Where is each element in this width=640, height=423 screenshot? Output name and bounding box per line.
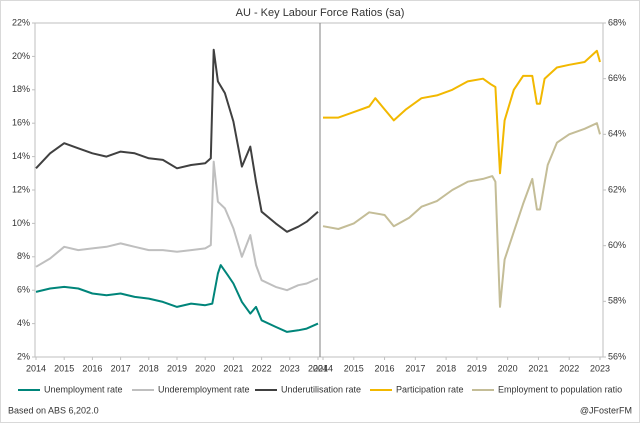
- x-tick-label: 2019: [167, 363, 187, 373]
- series-line: [35, 48, 319, 233]
- y-tick-label: 22%: [12, 17, 30, 27]
- chart-title: AU - Key Labour Force Ratios (sa): [236, 7, 405, 19]
- source: Based on ABS 6,202.0: [8, 405, 99, 415]
- legend-label: Participation rate: [396, 384, 464, 394]
- x-tick-label: 2024: [308, 363, 328, 373]
- y-tick-label: 66%: [608, 73, 626, 83]
- y-tick-label: 20%: [12, 51, 30, 61]
- x-tick-label: 2015: [54, 363, 74, 373]
- series-line: [323, 49, 601, 175]
- y-tick-label: 18%: [12, 84, 30, 94]
- y-tick-label: 62%: [608, 184, 626, 194]
- x-tick-label: 2018: [139, 363, 159, 373]
- y-tick-label: 6%: [17, 285, 30, 295]
- x-tick-label: 2021: [528, 363, 548, 373]
- y-tick-label: 56%: [608, 351, 626, 361]
- series-line: [322, 122, 601, 308]
- x-tick-label: 2023: [590, 363, 610, 373]
- x-tick-label: 2018: [436, 363, 456, 373]
- y-tick-label: 58%: [608, 296, 626, 306]
- x-tick-label: 2023: [280, 363, 300, 373]
- series-line: [35, 264, 319, 333]
- x-tick-label: 2021: [223, 363, 243, 373]
- x-tick-label: 2016: [375, 363, 395, 373]
- y-tick-label: 12%: [12, 184, 30, 194]
- y-tick-label: 10%: [12, 218, 30, 228]
- x-tick-label: 2017: [111, 363, 131, 373]
- x-tick-label: 2014: [26, 363, 46, 373]
- y-tick-label: 68%: [608, 17, 626, 27]
- y-tick-label: 4%: [17, 318, 30, 328]
- x-tick-label: 2016: [82, 363, 102, 373]
- x-tick-label: 2022: [252, 363, 272, 373]
- y-tick-label: 14%: [12, 151, 30, 161]
- y-tick-label: 8%: [17, 251, 30, 261]
- x-tick-label: 2015: [344, 363, 364, 373]
- x-tick-label: 2014: [313, 363, 333, 373]
- legend-label: Unemployment rate: [44, 384, 123, 394]
- legend-label: Underutilisation rate: [281, 384, 361, 394]
- x-tick-label: 2017: [405, 363, 425, 373]
- series-line: [35, 160, 319, 292]
- x-tick-label: 2020: [498, 363, 518, 373]
- y-tick-label: 16%: [12, 118, 30, 128]
- credit: @JFosterFM: [580, 405, 632, 415]
- legend-label: Employment to population ratio: [498, 384, 622, 394]
- y-tick-label: 64%: [608, 129, 626, 139]
- y-tick-label: 60%: [608, 240, 626, 250]
- x-tick-label: 2019: [467, 363, 487, 373]
- x-tick-label: 2020: [195, 363, 215, 373]
- y-tick-label: 2%: [17, 351, 30, 361]
- x-tick-label: 2022: [559, 363, 579, 373]
- legend-label: Underemployment rate: [158, 384, 250, 394]
